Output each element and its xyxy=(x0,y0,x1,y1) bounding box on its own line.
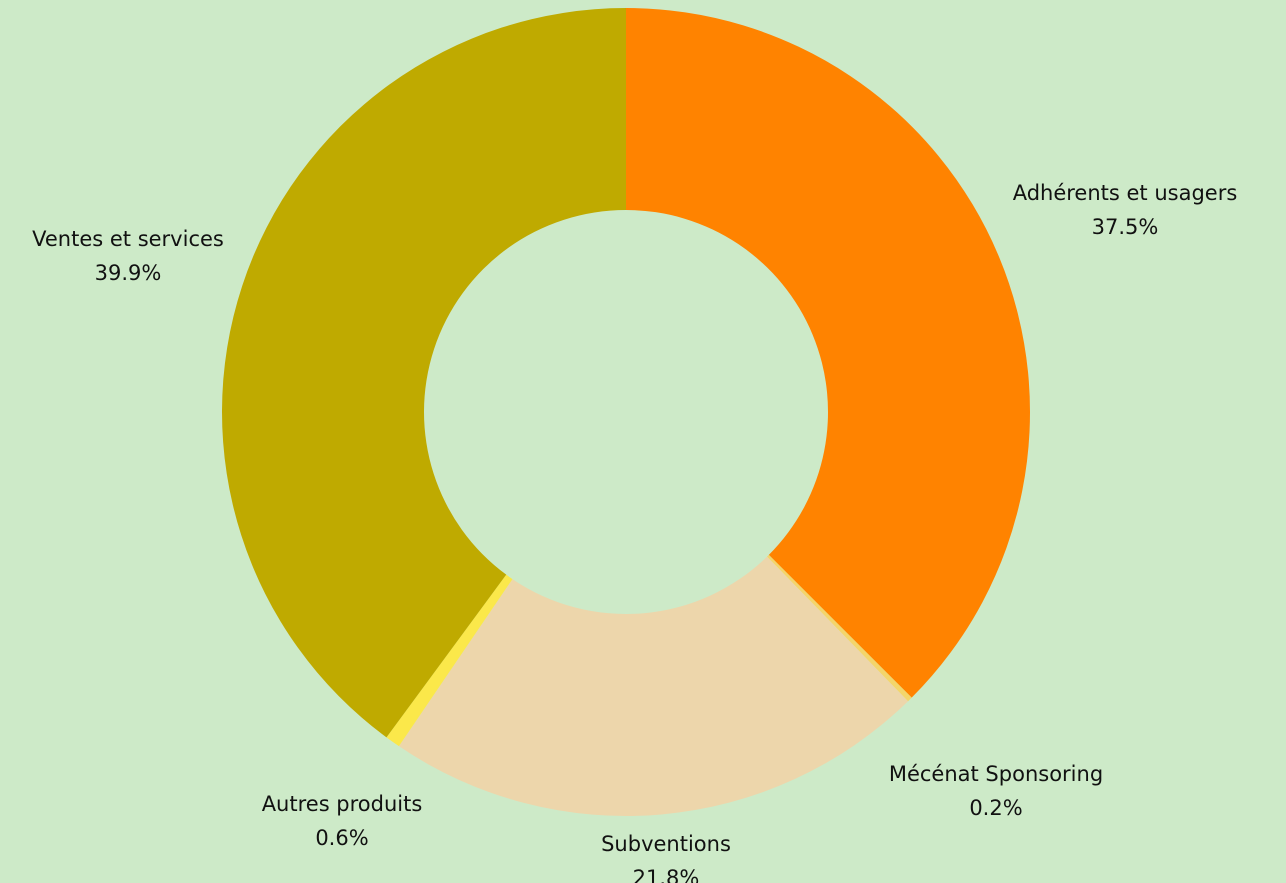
slice-subventions xyxy=(398,556,909,816)
slice-label: Adhérents et usagers xyxy=(1013,181,1238,205)
slice-label: Subventions xyxy=(601,832,731,856)
slice-ventes-et-services xyxy=(222,8,627,738)
donut-labels: Adhérents et usagers 37.5% Mécénat Sponsor… xyxy=(32,181,1237,883)
slice-value-label: 21.8% xyxy=(633,866,700,883)
slice-adh-rents-et-usagers xyxy=(626,8,1030,698)
slice-autres-produits xyxy=(386,574,513,747)
slice-label: Ventes et services xyxy=(32,227,224,251)
slice-label: Autres produits xyxy=(262,792,423,816)
slice-value-label: 0.6% xyxy=(315,826,368,850)
slice-value-label: 39.9% xyxy=(95,261,162,285)
slice-value-label: 37.5% xyxy=(1092,215,1159,239)
slice-m-c-nat-sponsoring xyxy=(767,554,912,702)
slice-value-label: 0.2% xyxy=(969,796,1022,820)
donut-slices xyxy=(222,8,1030,816)
slice-label: Mécénat Sponsoring xyxy=(889,762,1103,786)
